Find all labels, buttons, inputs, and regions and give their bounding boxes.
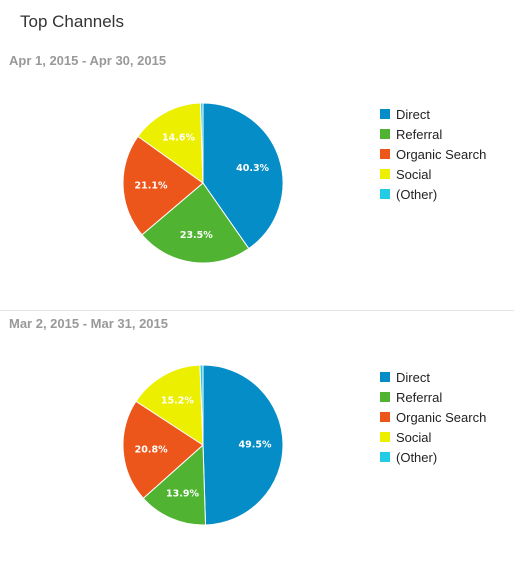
legend-label: (Other) (396, 449, 438, 465)
slice-label-organic-search: 21.1% (135, 181, 168, 192)
pie-slice-organic-search[interactable] (122, 400, 204, 499)
pie-chart-apr-2015: 40.3% 23.5% 21.1% 14.6% (122, 102, 284, 264)
date-range-label: Mar 2, 2015 - Mar 31, 2015 (9, 316, 168, 331)
period-mar-2015: Mar 2, 2015 - Mar 31, 2015 49.5% 13.9% 20.… (0, 310, 514, 564)
legend-swatch (380, 109, 390, 119)
legend-item-social[interactable]: Social (380, 427, 486, 447)
period-apr-2015: Apr 1, 2015 - Apr 30, 2015 40.3% 23.5% 21.… (9, 53, 486, 264)
pie-slice-social[interactable] (135, 364, 204, 446)
legend-swatch (380, 169, 390, 179)
legend-item-referral[interactable]: Referral (380, 387, 486, 407)
legend-label: Referral (396, 389, 443, 405)
legend-mar-2015: Direct Referral Organic Search Social (Other… (380, 367, 486, 467)
legend-swatch (380, 189, 390, 199)
legend-label: Organic Search (396, 146, 487, 162)
legend-item-other[interactable]: (Other) (380, 447, 486, 467)
date-range-label: Apr 1, 2015 - Apr 30, 2015 (9, 53, 167, 68)
slice-label-referral: 13.9% (166, 488, 199, 499)
legend-swatch (380, 392, 390, 402)
legend-swatch (380, 149, 390, 159)
pie-chart-mar-2015: 49.5% 13.9% 20.8% 15.2% (122, 364, 284, 526)
legend-swatch (380, 432, 390, 442)
slice-label-referral: 23.5% (180, 230, 213, 241)
legend-label: Organic Search (396, 409, 487, 425)
pie-slice-referral[interactable] (141, 182, 250, 264)
legend-item-organic-search[interactable]: Organic Search (380, 407, 486, 427)
pie-slice-direct[interactable] (202, 364, 284, 526)
legend-item-direct[interactable]: Direct (380, 367, 486, 387)
legend-item-referral[interactable]: Referral (380, 124, 486, 144)
legend-label: (Other) (396, 186, 438, 202)
legend-swatch (380, 452, 390, 462)
legend-item-organic-search[interactable]: Organic Search (380, 144, 486, 164)
pie-slice-referral[interactable] (142, 443, 207, 526)
slice-label-social: 14.6% (162, 133, 195, 144)
legend-item-social[interactable]: Social (380, 164, 486, 184)
legend-swatch (380, 412, 390, 422)
legend-label: Direct (396, 369, 430, 385)
pie-slice-organic-search[interactable] (122, 135, 204, 236)
legend-item-direct[interactable]: Direct (380, 104, 486, 124)
legend-label: Social (396, 166, 432, 182)
pie-slice-other[interactable] (199, 364, 204, 446)
legend-label: Referral (396, 126, 443, 142)
pie-slice-other[interactable] (199, 102, 204, 184)
legend-label: Social (396, 429, 432, 445)
pie-slice-social[interactable] (137, 102, 204, 184)
legend-swatch (380, 372, 390, 382)
pie-slice-direct[interactable] (202, 102, 284, 250)
slice-label-direct: 49.5% (239, 440, 272, 451)
slice-label-social: 15.2% (161, 395, 194, 406)
legend-item-other[interactable]: (Other) (380, 184, 486, 204)
legend-swatch (380, 129, 390, 139)
legend-label: Direct (396, 106, 430, 122)
slice-label-direct: 40.3% (236, 163, 269, 174)
slice-label-organic-search: 20.8% (135, 444, 168, 455)
legend-apr-2015: Direct Referral Organic Search Social (Other… (380, 104, 486, 204)
widget-title: Top Channels (20, 12, 124, 31)
